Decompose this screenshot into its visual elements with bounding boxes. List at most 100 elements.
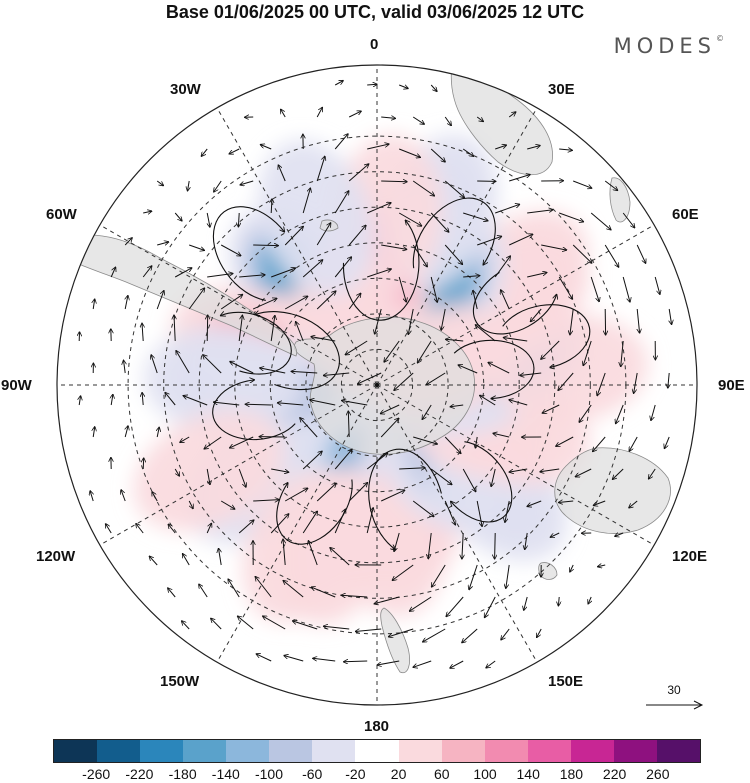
- wind-arrow: [168, 524, 176, 534]
- wind-arrow: [214, 180, 222, 192]
- wind-arrow: [412, 116, 424, 124]
- wind-arrow: [444, 116, 451, 126]
- wind-arrow: [629, 500, 638, 508]
- wind-arrow: [313, 658, 336, 662]
- wind-arrow: [527, 210, 553, 214]
- wind-arrow: [446, 339, 464, 341]
- reference-vector-arrow: [646, 700, 704, 710]
- wind-arrow: [485, 596, 496, 618]
- wind-arrow: [281, 109, 286, 118]
- colorbar-segment: [441, 740, 485, 762]
- wind-arrow: [392, 564, 414, 580]
- wind-arrow: [377, 660, 400, 665]
- colorbar-segment: [484, 740, 528, 762]
- wind-arrow: [142, 393, 143, 406]
- wind-arrow: [634, 372, 638, 393]
- wind-arrow: [124, 238, 132, 246]
- wind-arrow: [384, 340, 400, 362]
- wind-arrow: [612, 468, 624, 479]
- graticule: [57, 65, 697, 705]
- wind-arrow: [252, 298, 277, 310]
- wind-arrow: [388, 628, 414, 637]
- wind-arrow: [271, 468, 289, 472]
- colorbar-tick-label: 60: [434, 766, 450, 782]
- wind-arrow: [330, 548, 350, 566]
- colorbar-tick-label: -60: [302, 766, 323, 782]
- colorbar-tick-label: 260: [646, 766, 670, 782]
- wind-arrow: [211, 618, 222, 630]
- australia-landmass: [554, 447, 671, 534]
- wind-arrow: [260, 145, 272, 150]
- wind-arrow: [367, 269, 391, 278]
- colorbar-ticks: -260 -220 -180 -140 -100 -60 -20 20 60 100 140 180 2…: [53, 766, 701, 783]
- wind-arrow: [588, 596, 591, 604]
- wind-arrow: [156, 180, 163, 186]
- wind-arrow: [121, 490, 126, 502]
- wind-arrow: [149, 556, 158, 566]
- wind-arrow: [463, 276, 480, 277]
- lon-label-180: 180: [364, 718, 390, 735]
- wind-arrow: [488, 362, 510, 374]
- wind-arrow: [293, 621, 318, 630]
- wind-arrow: [316, 107, 322, 118]
- wind-arrow: [540, 468, 560, 472]
- wind-arrow: [558, 276, 572, 299]
- wind-arrow: [399, 148, 420, 157]
- wind-arrow: [110, 267, 115, 278]
- wind-arrow: [310, 400, 336, 406]
- lon-label-120w: 120W: [36, 548, 76, 565]
- wind-arrow: [583, 340, 592, 366]
- wind-arrow: [430, 148, 445, 162]
- wind-arrow: [622, 276, 630, 302]
- wind-arrow: [423, 628, 446, 642]
- colorbar: [53, 739, 701, 763]
- wind-arrow: [207, 315, 208, 342]
- wind-arrow: [615, 533, 624, 536]
- wind-arrow: [183, 396, 208, 406]
- wind-arrow: [664, 436, 670, 449]
- wind-arrow: [302, 511, 317, 534]
- wind-arrow: [629, 436, 638, 451]
- wind-arrow: [174, 468, 179, 476]
- wind-arrow: [530, 308, 542, 322]
- wind-arrow: [542, 404, 560, 413]
- wind-arrow: [348, 411, 349, 438]
- colorbar-segment: [183, 740, 227, 762]
- wind-arrow: [380, 404, 400, 414]
- colorbar-segment: [398, 740, 442, 762]
- south-america-landmass: [61, 234, 298, 357]
- wind-arrow: [230, 362, 254, 374]
- wind-arrow: [503, 338, 528, 342]
- wind-arrow: [323, 626, 350, 630]
- wind-arrow: [311, 587, 336, 598]
- wind-arrow: [255, 577, 272, 598]
- wind-arrow: [413, 436, 437, 444]
- wind-arrow: [509, 175, 530, 182]
- wind-arrow: [505, 500, 510, 522]
- colorbar-tick-label: 100: [473, 766, 497, 782]
- wind-arrow: [417, 340, 432, 363]
- anomaly-center: [242, 470, 362, 623]
- wind-arrow: [174, 315, 175, 342]
- wind-arrow: [408, 308, 414, 335]
- wind-arrow: [316, 291, 336, 310]
- wind-arrow: [579, 404, 592, 422]
- wind-arrow: [590, 276, 599, 302]
- wind-arrow: [520, 373, 542, 376]
- new-zealand-landmass: [380, 607, 410, 674]
- wind-arrow: [277, 403, 304, 405]
- wind-arrow: [366, 508, 373, 534]
- lon-label-60w: 60W: [46, 206, 77, 223]
- colorbar-tick-label: -180: [168, 766, 197, 782]
- colorbar-tick-label: 20: [390, 766, 407, 782]
- wind-arrow: [151, 355, 158, 374]
- wind-arrow: [375, 308, 382, 334]
- lon-label-30e: 30E: [548, 81, 575, 98]
- wind-arrow: [558, 596, 559, 606]
- colorbar-tick-label: -140: [211, 766, 240, 782]
- streamline: [212, 206, 311, 301]
- wind-arrow: [501, 628, 510, 640]
- colorbar-segment: [570, 740, 614, 762]
- wind-arrow: [165, 392, 176, 406]
- colorbar-segment: [656, 740, 700, 762]
